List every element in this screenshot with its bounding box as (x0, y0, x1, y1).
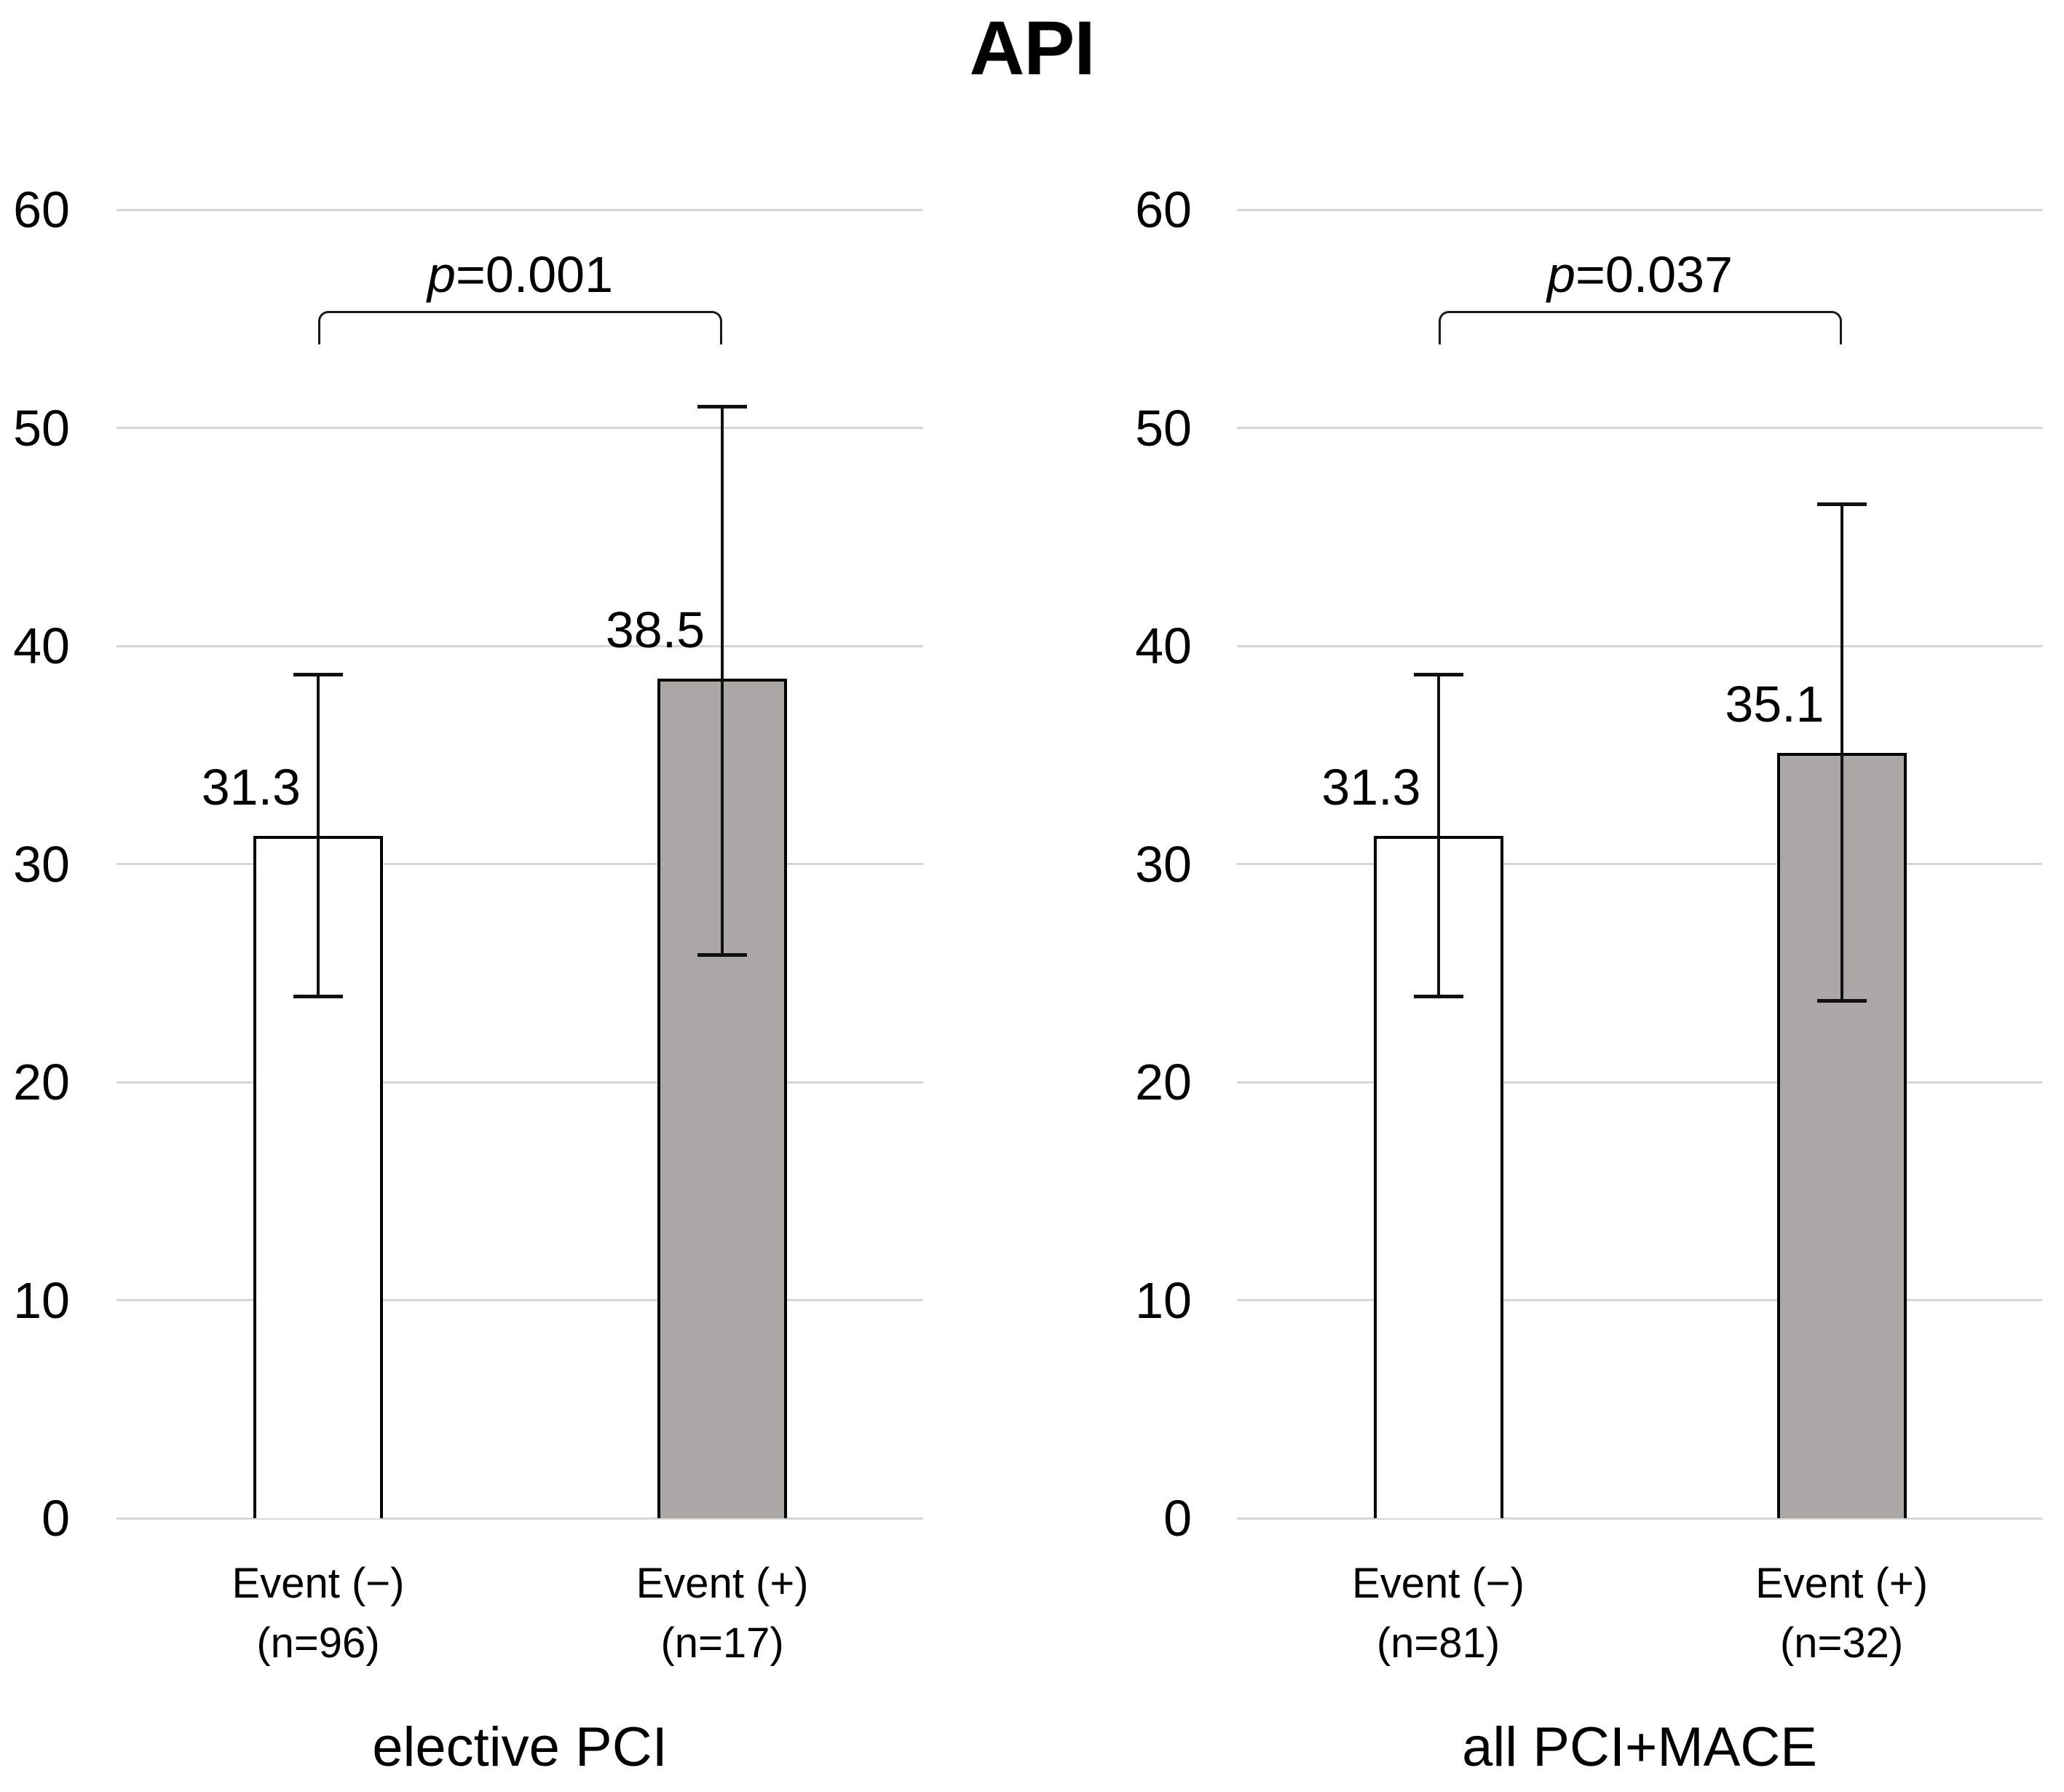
y-tick-label: 40 (13, 617, 70, 674)
y-tick-label: 50 (1135, 399, 1192, 457)
bar-value-label: 38.5 (605, 601, 705, 658)
significance-bracket (1438, 311, 1842, 344)
error-bar-cap-top (697, 404, 748, 408)
error-bar-cap-bottom (697, 953, 748, 958)
bar-value-label: 35.1 (1725, 675, 1824, 733)
error-bar-line (1436, 674, 1440, 998)
bar-event-positive (1776, 752, 1907, 1518)
p-italic-letter: p (427, 246, 456, 303)
gridline-y10 (1237, 1299, 2042, 1301)
error-bar-cap-top (293, 672, 343, 676)
significance-bracket (318, 311, 723, 344)
gridline-y0 (116, 1517, 923, 1520)
p-value-label: p=0.037 (1407, 248, 1873, 301)
gridline-y20 (116, 1081, 923, 1084)
p-italic-letter: p (1547, 246, 1575, 303)
panel-title: elective PCI (372, 1716, 668, 1778)
category-label-line2: (n=32) (1779, 1619, 1904, 1667)
error-bar-line (721, 406, 724, 956)
y-tick-label: 10 (1135, 1271, 1192, 1329)
gridline-y20 (1237, 1081, 2042, 1084)
y-tick-label: 20 (1135, 1054, 1192, 1110)
panel-title: all PCI+MACE (1462, 1716, 1817, 1778)
gridline-y0 (1237, 1517, 2042, 1520)
bar-event-positive (657, 678, 788, 1518)
y-tick-label: 20 (13, 1054, 70, 1110)
y-tick-label: 0 (1163, 1490, 1192, 1547)
y-tick-label: 50 (13, 399, 70, 457)
gridline-y60 (116, 208, 923, 211)
gridline-y10 (116, 1299, 923, 1301)
chart-title: API (969, 6, 1095, 91)
category-label-line2: (n=17) (660, 1619, 784, 1667)
error-bar-cap-bottom (1816, 999, 1867, 1003)
gridline-y60 (1237, 208, 2042, 211)
category-label-line1: Event (−) (232, 1560, 405, 1607)
error-bar-cap-top (1413, 672, 1463, 676)
error-bar-cap-bottom (1413, 995, 1463, 999)
category-label-line2: (n=96) (256, 1619, 380, 1667)
bar-value-label: 31.3 (1321, 758, 1421, 816)
error-bar-line (1840, 504, 1843, 1002)
error-bar-line (317, 674, 320, 998)
error-bar-cap-bottom (293, 995, 343, 999)
y-tick-label: 60 (13, 181, 70, 238)
gridline-y40 (1237, 644, 2042, 647)
y-tick-label: 30 (13, 835, 70, 893)
gridline-y50 (116, 427, 923, 429)
y-tick-label: 0 (41, 1490, 70, 1547)
p-value-text: =0.001 (455, 246, 614, 303)
bar-value-label: 31.3 (201, 758, 301, 816)
gridline-y30 (116, 863, 923, 865)
category-label-line1: Event (+) (636, 1560, 809, 1607)
y-tick-label: 40 (1135, 617, 1192, 674)
category-label-line2: (n=81) (1376, 1619, 1500, 1667)
y-tick-label: 60 (1135, 181, 1192, 238)
gridline-y50 (1237, 427, 2042, 429)
gridline-y30 (1237, 863, 2042, 865)
gridline-y40 (116, 644, 923, 647)
y-tick-label: 10 (13, 1271, 70, 1329)
p-value-text: =0.037 (1575, 246, 1733, 303)
error-bar-cap-top (1816, 502, 1867, 507)
p-value-label: p=0.001 (288, 248, 754, 301)
category-label-line1: Event (−) (1352, 1560, 1525, 1607)
category-label-line1: Event (+) (1755, 1560, 1929, 1607)
y-tick-label: 30 (1135, 835, 1192, 893)
